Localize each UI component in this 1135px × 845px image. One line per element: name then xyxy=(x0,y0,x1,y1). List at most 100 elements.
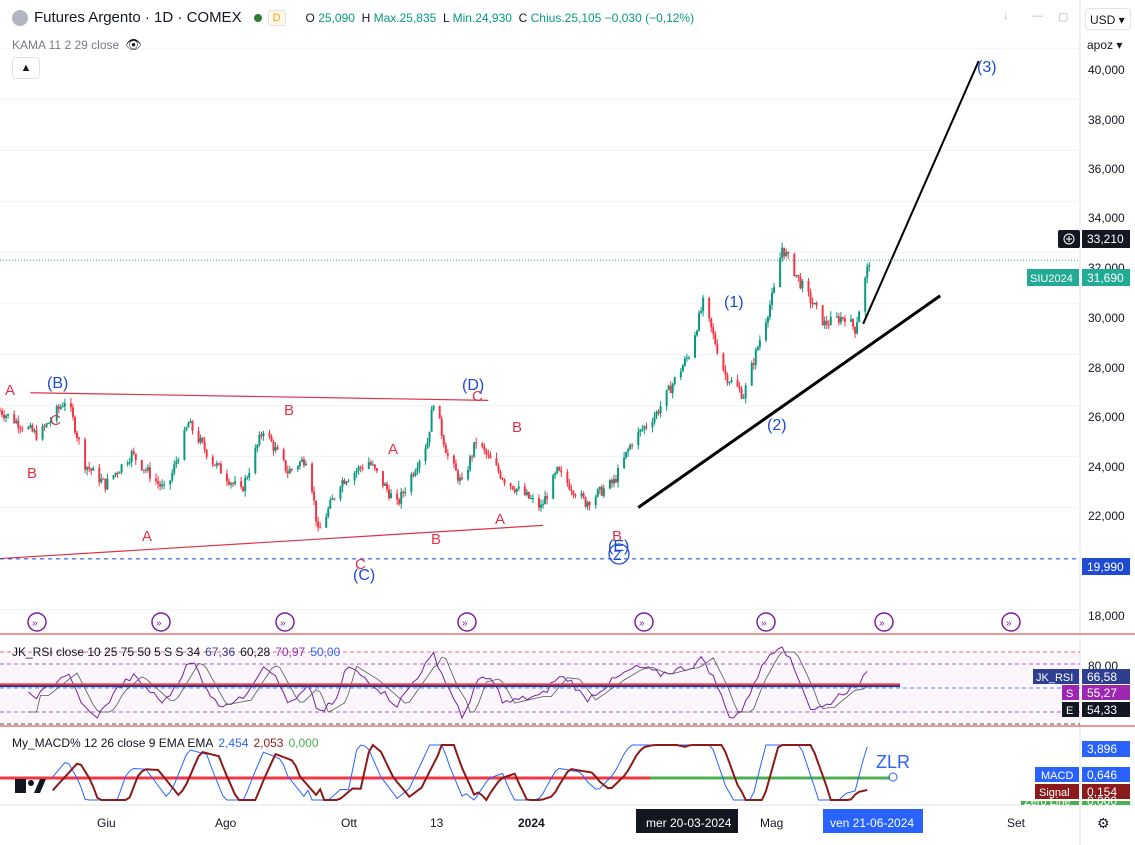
candle-body xyxy=(242,487,245,492)
price-mode-select[interactable]: apoz ▾ xyxy=(1087,38,1123,52)
candle-body xyxy=(159,483,162,487)
candle-body xyxy=(426,442,429,449)
candle-body xyxy=(276,447,279,450)
minimize-icon[interactable]: — xyxy=(1032,10,1043,22)
candle-body xyxy=(353,472,356,481)
candle-body xyxy=(716,344,719,354)
candle-body xyxy=(357,466,360,471)
price-tick: 26,000 xyxy=(1088,410,1125,424)
symbol-tag-label: SIU2024 xyxy=(1030,273,1073,285)
signal-tag-label: Signal xyxy=(1039,787,1070,799)
candle-body xyxy=(402,491,405,494)
candle-body xyxy=(88,466,91,469)
delay-badge[interactable]: D xyxy=(267,9,286,26)
candle-body xyxy=(163,484,166,486)
ohlc-values: O 25,090 H Max.25,835 L Min.24,930 C Chi… xyxy=(306,11,695,25)
price-mode-label: apoz xyxy=(1087,38,1114,52)
candle-body xyxy=(331,498,334,501)
candle-body xyxy=(183,430,186,460)
wave-circle-marker xyxy=(608,543,630,565)
candle-body xyxy=(191,421,194,431)
rsi-tag-box xyxy=(1082,669,1130,684)
candle-body xyxy=(768,304,771,318)
candle-body xyxy=(201,437,204,442)
candle-body xyxy=(623,457,626,469)
eye-off-icon[interactable]: 👁︎ xyxy=(125,37,142,52)
candle-body xyxy=(248,472,251,478)
candle-body xyxy=(785,252,788,257)
candle-body xyxy=(696,330,699,336)
candle-body xyxy=(369,462,372,465)
event-marker-glyph: » xyxy=(462,618,468,629)
time-highlight-right xyxy=(823,809,923,833)
rsi-value-1: 67,36 xyxy=(205,645,236,659)
candle-body xyxy=(627,449,630,452)
arrow-down-icon[interactable]: ↓ xyxy=(1003,10,1009,22)
maximize-icon[interactable]: ▢ xyxy=(1058,11,1069,23)
candle-body xyxy=(460,477,463,480)
candle-body xyxy=(333,498,336,500)
time-tick: Ott xyxy=(341,816,358,830)
currency-select[interactable]: USD ▾ xyxy=(1085,8,1131,30)
last-price: 31,690 xyxy=(1087,271,1124,285)
candle-body xyxy=(199,437,202,443)
candle-body xyxy=(517,486,520,489)
candle-body xyxy=(827,324,830,326)
candle-body xyxy=(256,444,259,449)
low-value: Min.24,930 xyxy=(452,10,512,25)
rsi-s-value: 55,27 xyxy=(1087,686,1117,700)
price-tick: 18,000 xyxy=(1088,609,1125,623)
candle-body xyxy=(681,365,684,372)
candle-body xyxy=(386,483,389,490)
crosshair-price: 33,210 xyxy=(1087,232,1124,246)
candle-body xyxy=(825,320,828,325)
candle-body xyxy=(274,447,277,451)
candle-body xyxy=(410,474,413,492)
symbol-logo-icon xyxy=(12,9,28,26)
candle-body xyxy=(637,431,640,446)
candle-body xyxy=(487,454,490,456)
candle-body xyxy=(771,292,774,305)
candle-body xyxy=(59,406,62,409)
candle-body xyxy=(114,472,117,476)
event-markers[interactable]: » » » » » » » » xyxy=(27,612,1021,632)
time-tick: Set xyxy=(1007,816,1026,830)
candle-body xyxy=(142,469,145,471)
chart-header: Futures Argento · 1D · COMEX D O 25,090 … xyxy=(12,9,694,26)
candle-body xyxy=(523,486,526,496)
candle-body xyxy=(596,489,599,497)
collapse-legend-button[interactable]: ▲ xyxy=(12,57,40,79)
low-price: 19,990 xyxy=(1087,560,1124,574)
change-value: −0,030 (−0,12%) xyxy=(604,10,695,25)
candle-body xyxy=(485,449,488,455)
rsi-pane xyxy=(0,646,1080,725)
candle-body xyxy=(41,426,44,440)
candle-body xyxy=(515,488,518,492)
candle-body xyxy=(841,317,844,319)
candle-body xyxy=(244,478,247,492)
rsi-header[interactable]: JK_RSI close 10 25 75 50 5 S S 34 67,36 … xyxy=(12,645,340,659)
time-highlight-right-label: ven 21-06-2024 xyxy=(830,816,914,830)
rsi-value-3: 70,97 xyxy=(275,645,306,659)
macd-header[interactable]: My_MACD% 12 26 close 9 EMA EMA 2,454 2,0… xyxy=(12,736,319,750)
kama-indicator-row[interactable]: KAMA 11 2 29 close 👁︎ xyxy=(12,37,142,53)
candle-body xyxy=(175,461,178,465)
candle-body xyxy=(683,358,686,366)
candle-body xyxy=(574,495,577,497)
candle-body xyxy=(730,379,733,383)
settings-gear-icon[interactable]: ⚙ xyxy=(1097,815,1110,831)
candle-body xyxy=(469,456,472,470)
candle-body xyxy=(359,466,362,468)
candle-body xyxy=(452,455,455,464)
candle-body xyxy=(868,264,871,267)
chart-title[interactable]: Futures Argento · 1D · COMEX xyxy=(34,9,242,26)
candle-body xyxy=(90,468,93,471)
candle-body xyxy=(702,297,705,311)
low-price-marker xyxy=(1082,558,1130,575)
wave-label: A xyxy=(388,441,398,458)
event-marker-icon xyxy=(634,612,654,632)
candle-body xyxy=(754,349,757,365)
candle-body xyxy=(687,357,690,359)
candle-body xyxy=(698,312,701,331)
